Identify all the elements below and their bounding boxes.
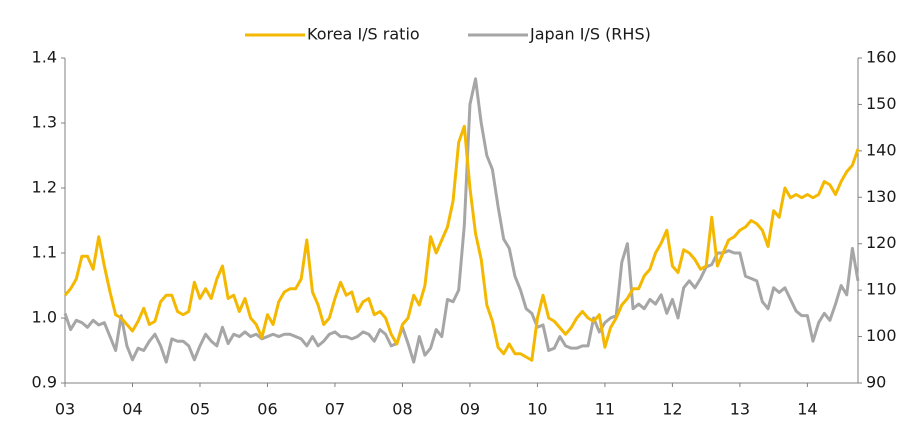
y2-tick-label: 130 xyxy=(866,187,897,206)
x-tick-label: 09 xyxy=(460,400,480,419)
x-tick-label: 04 xyxy=(122,400,142,419)
y2-tick-label: 120 xyxy=(866,233,897,252)
y2-tick-label: 90 xyxy=(866,373,886,392)
y-tick-label: 1.1 xyxy=(32,243,57,262)
x-tick-label: 06 xyxy=(257,400,277,419)
y2-tick-label: 140 xyxy=(866,140,897,159)
legend-label: Korea I/S ratio xyxy=(307,25,420,44)
y-tick-label: 0.9 xyxy=(32,373,57,392)
y2-tick-label: 110 xyxy=(866,280,897,299)
line-series xyxy=(63,124,860,362)
line-series xyxy=(63,77,860,364)
x-tick-label: 05 xyxy=(190,400,210,419)
y2-tick-label: 150 xyxy=(866,94,897,113)
y2-tick-label: 160 xyxy=(866,48,897,67)
x-tick-label: 13 xyxy=(730,400,750,419)
x-tick-label: 08 xyxy=(392,400,412,419)
y-tick-label: 1.2 xyxy=(32,178,57,197)
y-tick-label: 1.4 xyxy=(32,48,57,67)
x-tick-label: 14 xyxy=(797,400,817,419)
y-tick-label: 1.0 xyxy=(32,308,57,327)
x-tick-label: 10 xyxy=(527,400,547,419)
x-tick-label: 03 xyxy=(55,400,75,419)
y2-tick-label: 100 xyxy=(866,326,897,345)
y-tick-label: 1.3 xyxy=(32,113,57,132)
x-tick-label: 07 xyxy=(325,400,345,419)
x-tick-label: 11 xyxy=(595,400,615,419)
x-tick-label: 12 xyxy=(662,400,682,419)
legend-label: Japan I/S (RHS) xyxy=(529,25,651,44)
